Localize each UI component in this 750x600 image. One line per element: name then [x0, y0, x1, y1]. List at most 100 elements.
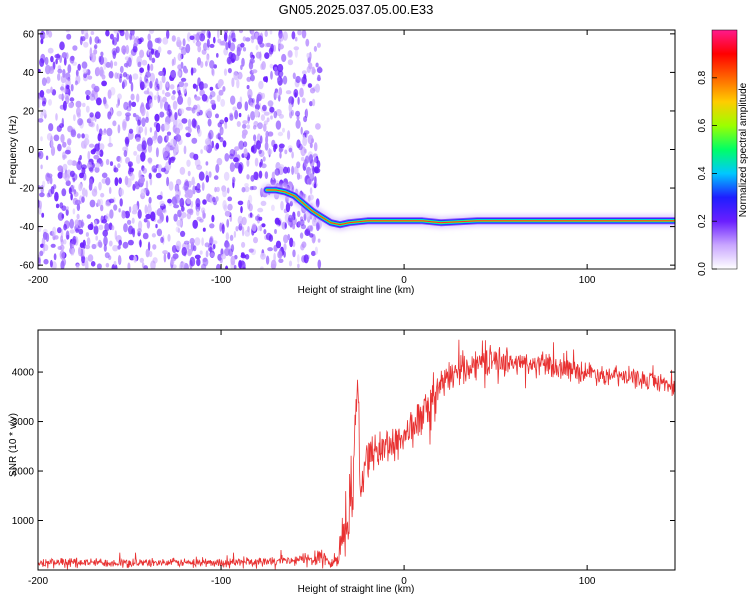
noise-blob: [312, 98, 316, 107]
noise-blob: [278, 44, 284, 50]
noise-blob: [196, 164, 203, 171]
noise-blob: [230, 244, 235, 253]
noise-blob: [117, 124, 121, 134]
noise-blob: [78, 183, 83, 192]
noise-blob: [59, 86, 65, 91]
noise-blob: [166, 134, 169, 142]
noise-blob: [125, 44, 130, 55]
noise-blob: [94, 44, 98, 50]
noise-blob: [219, 119, 225, 125]
noise-blob: [260, 135, 263, 144]
noise-blob: [306, 52, 310, 59]
noise-blob: [199, 33, 206, 42]
noise-blob: [263, 120, 268, 126]
noise-blob: [115, 46, 120, 54]
noise-blob: [269, 106, 275, 113]
noise-blob: [237, 200, 244, 206]
noise-blob: [291, 97, 294, 108]
noise-blob: [72, 208, 76, 215]
noise-blob: [248, 203, 253, 212]
noise-blob: [119, 198, 123, 207]
noise-blob: [224, 210, 231, 217]
noise-blob: [162, 89, 165, 95]
noise-blob: [225, 265, 229, 269]
noise-blob: [132, 73, 139, 80]
noise-blob: [292, 224, 296, 230]
noise-blob: [261, 223, 266, 228]
noise-blob: [180, 77, 187, 82]
noise-blob: [123, 223, 128, 233]
noise-blob: [74, 80, 78, 86]
spectrogram-y-tick-label: 40: [23, 68, 35, 79]
noise-blob: [163, 252, 167, 263]
noise-blob: [89, 112, 94, 118]
noise-blob: [315, 222, 320, 232]
noise-blob: [159, 80, 163, 91]
noise-blob: [66, 138, 72, 146]
noise-blob: [106, 127, 113, 137]
noise-blob: [154, 81, 158, 90]
noise-blob: [85, 232, 89, 237]
noise-blob: [51, 89, 57, 96]
noise-blob: [124, 56, 130, 61]
noise-blob: [248, 248, 254, 253]
noise-blob: [113, 61, 118, 66]
noise-blob: [309, 233, 314, 238]
noise-blob: [101, 219, 107, 224]
noise-blob: [213, 175, 219, 180]
noise-blob: [291, 31, 296, 40]
snr-y-label: SNR (10 * v/v): [8, 413, 19, 477]
noise-blob: [109, 33, 114, 40]
noise-blob: [174, 112, 178, 120]
noise-blob: [307, 225, 313, 232]
noise-blob: [301, 70, 307, 75]
noise-blob: [109, 209, 114, 219]
noise-blob: [311, 250, 316, 257]
noise-blob: [157, 94, 160, 104]
noise-blob: [90, 31, 95, 35]
noise-blob: [98, 181, 102, 191]
noise-blob: [62, 163, 68, 171]
noise-blob: [138, 169, 142, 180]
noise-blob: [308, 83, 313, 88]
noise-blob: [90, 261, 96, 267]
noise-blob: [58, 94, 63, 100]
noise-blob: [301, 97, 306, 104]
colorbar-tick-label: 0.6: [697, 118, 708, 132]
noise-blob: [222, 140, 227, 148]
noise-blob: [222, 86, 226, 92]
noise-blob: [126, 105, 132, 112]
noise-blob: [46, 30, 49, 36]
noise-blob: [61, 172, 68, 179]
noise-blob: [46, 192, 51, 198]
noise-blob: [119, 65, 124, 74]
noise-blob: [195, 40, 202, 47]
noise-blob: [117, 254, 121, 264]
noise-blob: [202, 83, 208, 89]
noise-blob: [158, 211, 164, 217]
noise-blob: [100, 192, 105, 198]
noise-blob: [125, 112, 131, 117]
noise-blob: [295, 119, 301, 129]
noise-blob: [270, 70, 273, 80]
noise-blob: [208, 242, 213, 253]
noise-blob: [179, 166, 186, 175]
noise-blob: [196, 258, 201, 267]
noise-blob: [274, 66, 278, 71]
noise-blob: [291, 165, 295, 175]
noise-blob: [146, 87, 150, 95]
noise-blob: [263, 111, 270, 116]
colorbar-tick-label: 0.0: [697, 262, 708, 276]
noise-blob: [79, 155, 82, 160]
noise-blob: [105, 30, 110, 37]
noise-blob: [209, 60, 215, 69]
noise-blob: [136, 154, 141, 164]
snr-x-tick-label: -100: [211, 576, 231, 587]
noise-blob: [314, 246, 318, 255]
noise-blob: [73, 191, 79, 197]
noise-blob: [148, 196, 152, 204]
noise-blob: [260, 252, 266, 260]
noise-blob: [76, 263, 80, 269]
noise-blob: [81, 247, 85, 258]
noise-blob: [246, 158, 250, 167]
